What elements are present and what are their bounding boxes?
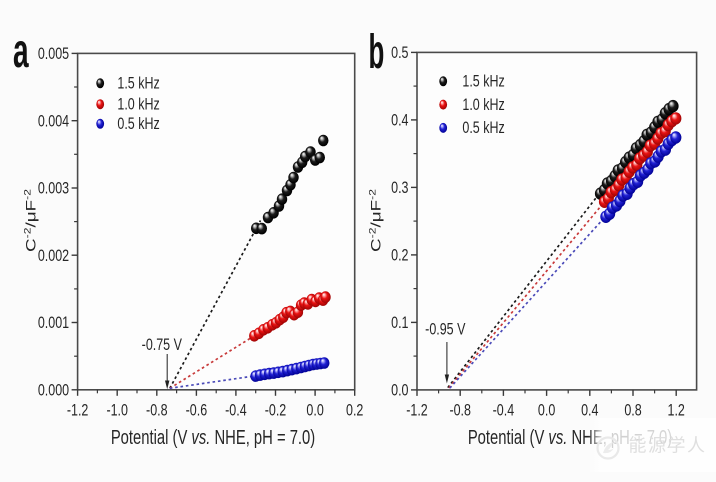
svg-text:0.5 kHz: 0.5 kHz <box>462 120 504 138</box>
svg-text:1.5 kHz: 1.5 kHz <box>117 75 159 93</box>
svg-text:0.4: 0.4 <box>581 402 598 420</box>
svg-text:-0.75 V: -0.75 V <box>142 336 182 354</box>
svg-text:0.0: 0.0 <box>391 382 408 400</box>
svg-text:0.003: 0.003 <box>38 180 69 198</box>
svg-text:0.001: 0.001 <box>38 314 69 332</box>
svg-text:0.0: 0.0 <box>538 402 555 420</box>
svg-text:0.000: 0.000 <box>38 382 69 400</box>
svg-text:-1.2: -1.2 <box>67 402 89 420</box>
svg-text:-0.4: -0.4 <box>225 402 247 420</box>
svg-text:-0.6: -0.6 <box>186 402 208 420</box>
svg-text:0.0: 0.0 <box>306 402 323 420</box>
svg-text:a: a <box>13 24 29 78</box>
svg-text:0.4: 0.4 <box>391 112 408 130</box>
svg-text:Potential (V vs. NHE, pH = 7.0: Potential (V vs. NHE, pH = 7.0) <box>111 426 315 449</box>
svg-text:1.5 kHz: 1.5 kHz <box>462 73 504 91</box>
svg-text:1.0 kHz: 1.0 kHz <box>117 96 159 114</box>
svg-text:0.5 kHz: 0.5 kHz <box>117 115 159 133</box>
svg-text:-0.8: -0.8 <box>146 402 168 420</box>
svg-text:1.0 kHz: 1.0 kHz <box>462 96 504 114</box>
svg-text:b: b <box>369 25 385 79</box>
svg-text:1.2: 1.2 <box>668 402 685 420</box>
svg-text:能源学人: 能源学人 <box>629 436 707 456</box>
svg-text:0.004: 0.004 <box>38 113 69 131</box>
svg-text:0.002: 0.002 <box>38 247 69 265</box>
svg-text:-1.2: -1.2 <box>406 402 428 420</box>
svg-text:0.2: 0.2 <box>391 247 408 265</box>
svg-text:0.005: 0.005 <box>38 45 69 63</box>
svg-text:-0.2: -0.2 <box>265 402 287 420</box>
svg-text:-0.95 V: -0.95 V <box>425 321 465 339</box>
svg-text:-0.8: -0.8 <box>449 402 471 420</box>
svg-text:0.1: 0.1 <box>391 314 408 332</box>
svg-text:C-2/μF-2: C-2/μF-2 <box>368 189 384 252</box>
svg-text:C-2/μF-2: C-2/μF-2 <box>23 189 39 252</box>
svg-text:0.2: 0.2 <box>346 402 363 420</box>
svg-text:-1.0: -1.0 <box>106 402 128 420</box>
svg-text:0.5: 0.5 <box>391 44 408 62</box>
svg-text:-0.4: -0.4 <box>493 402 515 420</box>
svg-text:0.8: 0.8 <box>624 402 641 420</box>
svg-text:0.3: 0.3 <box>391 179 408 197</box>
